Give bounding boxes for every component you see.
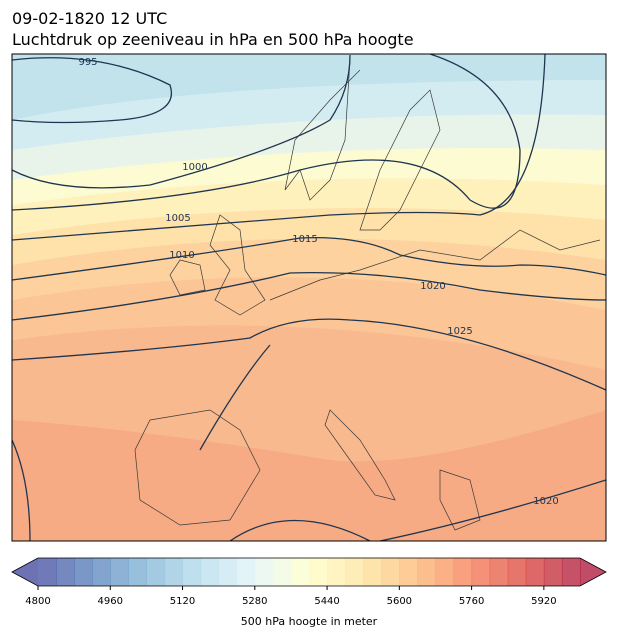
colorbar-extend-low — [12, 558, 38, 586]
isobar-label: 1005 — [165, 213, 190, 224]
colorbar-tick-label: 4960 — [98, 596, 123, 607]
colorbar-segment — [218, 558, 238, 586]
colorbar: 4800 4960 5120 5280 5440 5600 5760 5920 — [11, 557, 607, 607]
colorbar-segment — [182, 558, 202, 586]
colorbar-tick-label: 5280 — [242, 596, 267, 607]
isobar-label: 1020 — [533, 496, 558, 507]
colorbar-segment — [543, 558, 563, 586]
isobar-label: 995 — [78, 57, 97, 68]
colorbar-tick-label: 5760 — [459, 596, 484, 607]
colorbar-segment — [74, 558, 93, 586]
colorbar-segment — [236, 558, 256, 586]
colorbar-segment — [507, 558, 527, 586]
colorbar-segment — [128, 558, 147, 586]
colorbar-segment — [345, 558, 364, 586]
colorbar-segment — [254, 558, 274, 586]
colorbar-segment — [399, 558, 418, 586]
date-title: 09-02-1820 12 UTC — [12, 9, 167, 28]
colorbar-segment — [110, 558, 129, 586]
colorbar-segment — [164, 558, 184, 586]
map: 995 1000 1005 1010 1015 1020 1025 1020 — [12, 54, 606, 541]
colorbar-segment — [200, 558, 220, 586]
colorbar-segment — [417, 558, 436, 586]
colorbar-tick-label: 5440 — [314, 596, 339, 607]
colorbar-extend-high — [580, 558, 606, 586]
colorbar-segment — [309, 558, 328, 586]
isobar-label: 1015 — [292, 234, 317, 245]
colorbar-segment — [471, 558, 491, 586]
colorbar-segment — [272, 558, 292, 586]
colorbar-segment — [290, 558, 310, 586]
colorbar-segment — [525, 558, 545, 586]
colorbar-segment — [363, 558, 382, 586]
map-title: Luchtdruk op zeeniveau in hPa en 500 hPa… — [12, 30, 414, 49]
colorbar-segment — [92, 558, 111, 586]
colorbar-segment — [38, 558, 57, 586]
colorbar-segment — [56, 558, 75, 586]
colorbar-label: 500 hPa hoogte in meter — [241, 615, 378, 628]
colorbar-segment — [435, 558, 455, 586]
map-frame — [11, 53, 607, 542]
colorbar-segment — [381, 558, 400, 586]
colorbar-tick-label: 5120 — [170, 596, 195, 607]
colorbar-tick-label: 4800 — [25, 596, 50, 607]
isobar-label: 1025 — [447, 326, 472, 337]
isobar-label: 1000 — [182, 162, 207, 173]
isobar-label: 1010 — [169, 250, 194, 261]
colorbar-tick-label: 5920 — [531, 596, 556, 607]
colorbar-segment — [489, 558, 509, 586]
colorbar-segment — [146, 558, 165, 586]
colorbar-segment — [561, 558, 581, 586]
colorbar-segment — [327, 558, 346, 586]
isobar-label: 1020 — [420, 281, 445, 292]
colorbar-tick-label: 5600 — [387, 596, 412, 607]
colorbar-segment — [453, 558, 473, 586]
